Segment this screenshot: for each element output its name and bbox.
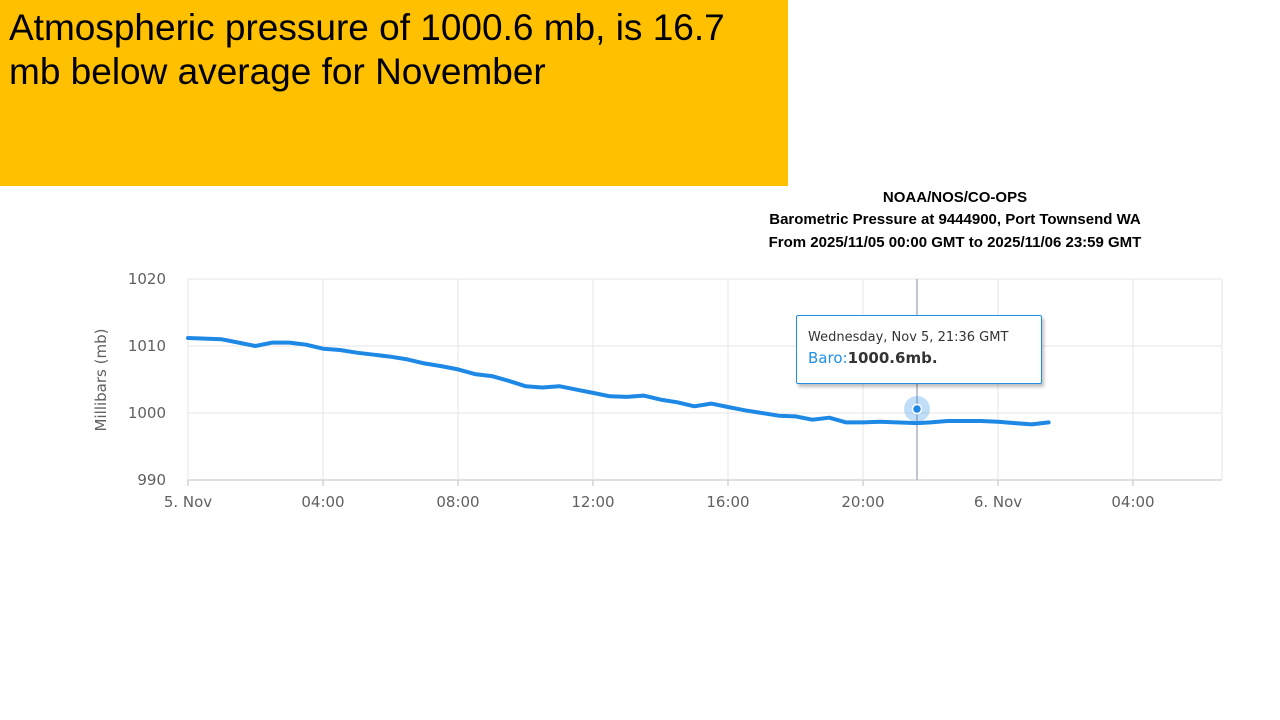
tooltip-value: 1000.6mb. xyxy=(847,349,938,367)
grid xyxy=(187,278,1223,481)
y-axis-label: Millibars (mb) xyxy=(92,329,110,432)
x-tick-label: 20:00 xyxy=(841,493,884,511)
y-tick-label: 1020 xyxy=(128,270,166,288)
chart-title-line-3: From 2025/11/05 00:00 GMT to 2025/11/06 … xyxy=(768,234,1142,251)
tooltip-series-label: Baro: xyxy=(808,349,848,367)
y-tick-label: 1000 xyxy=(128,404,166,422)
x-tick-label: 04:00 xyxy=(1111,493,1154,511)
x-tick-label: 08:00 xyxy=(436,493,479,511)
tooltip-reading: Baro:1000.6mb. xyxy=(808,347,1041,369)
pressure-line xyxy=(186,336,1051,427)
headline-text: Atmospheric pressure of 1000.6 mb, is 16… xyxy=(9,7,725,92)
chart-title-line-2: Barometric Pressure at 9444900, Port Tow… xyxy=(769,211,1141,228)
y-tick-label: 1010 xyxy=(128,337,166,355)
axes: 990 1000 1010 1020 5. Nov 04:00 08:00 12:00 16:0… xyxy=(128,270,1155,511)
x-tick-label: 5. Nov xyxy=(164,493,212,511)
x-tick-label: 04:00 xyxy=(301,493,344,511)
tooltip: Wednesday, Nov 5, 21:36 GMT Baro:1000.6m… xyxy=(796,315,1042,384)
y-tick-label: 990 xyxy=(137,471,166,489)
highlight-point xyxy=(911,403,923,415)
chart-title-line-1: NOAA/NOS/CO-OPS xyxy=(882,189,1028,206)
x-tick-label: 6. Nov xyxy=(974,493,1022,511)
tooltip-date: Wednesday, Nov 5, 21:36 GMT xyxy=(808,330,1009,345)
x-tick-label: 16:00 xyxy=(706,493,749,511)
headline-banner: Atmospheric pressure of 1000.6 mb, is 16… xyxy=(0,0,788,186)
series xyxy=(186,336,1051,427)
x-tick-label: 12:00 xyxy=(571,493,614,511)
highlight xyxy=(904,395,930,422)
